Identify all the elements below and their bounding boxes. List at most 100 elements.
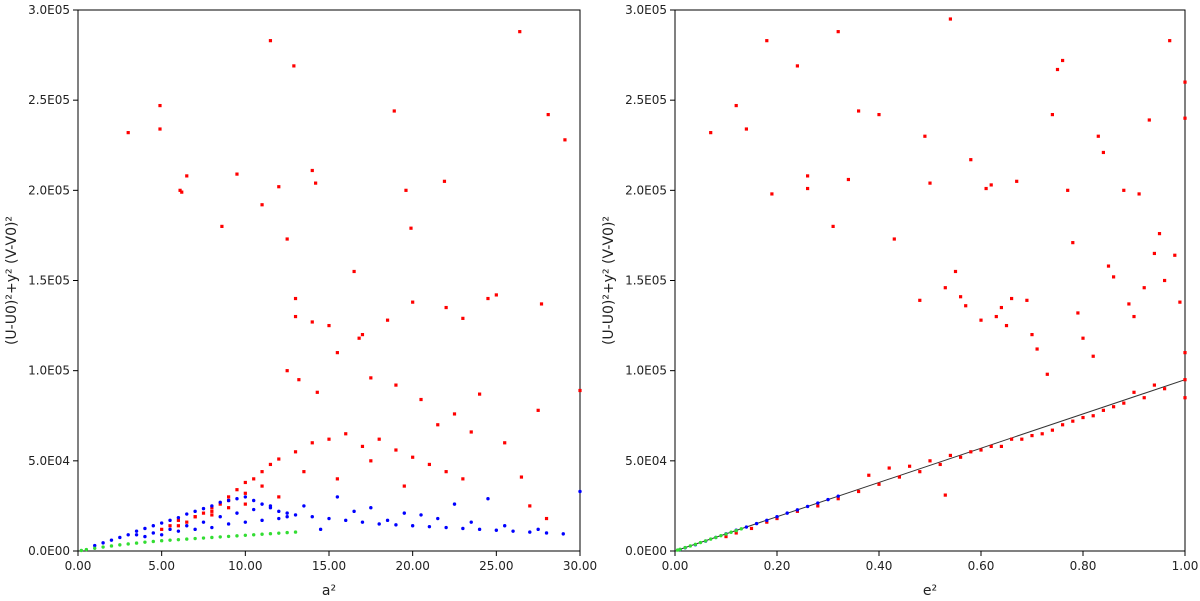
- data-point: [314, 181, 318, 185]
- x-tick-label: 0.40: [866, 559, 893, 573]
- data-point: [377, 437, 381, 441]
- data-point: [928, 459, 932, 463]
- data-point: [134, 541, 139, 545]
- data-point: [176, 537, 181, 542]
- data-point: [923, 134, 927, 138]
- data-point: [765, 520, 769, 524]
- data-point: [327, 437, 331, 441]
- data-point: [1163, 387, 1167, 391]
- data-point: [1152, 251, 1156, 256]
- y-tick-label: 2.0E05: [625, 183, 667, 197]
- data-point: [1112, 275, 1116, 279]
- data-point: [210, 513, 214, 517]
- x-tick-label: 25.00: [479, 559, 513, 573]
- data-point: [1173, 253, 1177, 257]
- y-tick-label: 1.0E05: [28, 364, 70, 378]
- data-point: [918, 470, 922, 474]
- data-point: [402, 484, 406, 488]
- data-point: [252, 498, 256, 503]
- data-point: [494, 528, 499, 532]
- data-point: [452, 412, 457, 416]
- data-point: [126, 533, 130, 537]
- data-point: [318, 527, 323, 532]
- data-point: [210, 509, 214, 513]
- data-point: [118, 543, 122, 547]
- data-point: [948, 17, 952, 21]
- data-point: [943, 493, 947, 497]
- data-point: [734, 103, 738, 108]
- data-point: [561, 532, 565, 536]
- data-point: [143, 526, 147, 531]
- data-point: [227, 495, 231, 499]
- data-point: [918, 298, 922, 302]
- data-point: [1004, 323, 1009, 328]
- data-point: [268, 39, 273, 43]
- data-point: [536, 527, 540, 532]
- data-point: [226, 534, 231, 539]
- y-tick-label: 3.0E05: [625, 3, 667, 17]
- data-point: [293, 513, 298, 517]
- data-point: [897, 475, 901, 479]
- x-tick-label: 0.80: [1070, 559, 1097, 573]
- data-point: [959, 295, 963, 299]
- data-point: [1061, 423, 1065, 427]
- x-tick-label: 0.00: [662, 559, 689, 573]
- data-point: [302, 504, 306, 508]
- data-point: [511, 529, 515, 533]
- data-point: [528, 504, 532, 508]
- data-point: [218, 500, 222, 505]
- data-point: [1050, 428, 1054, 432]
- data-point: [994, 314, 998, 319]
- data-point: [989, 444, 993, 449]
- data-point: [226, 522, 231, 526]
- data-point: [806, 186, 810, 191]
- data-point: [293, 296, 298, 301]
- data-point: [285, 369, 289, 373]
- data-point: [877, 112, 881, 117]
- data-point: [360, 520, 365, 524]
- data-point: [178, 188, 182, 192]
- series-1: [93, 489, 582, 548]
- data-point: [285, 530, 289, 535]
- data-point: [836, 494, 840, 498]
- data-point: [775, 516, 779, 521]
- data-point: [126, 131, 130, 135]
- data-point: [394, 448, 398, 452]
- data-point: [201, 536, 206, 540]
- data-point: [235, 488, 239, 492]
- data-point: [210, 504, 214, 508]
- data-point: [544, 516, 549, 521]
- data-point: [518, 30, 522, 34]
- data-point: [461, 477, 465, 481]
- data-point: [227, 506, 231, 510]
- data-point: [360, 333, 365, 337]
- data-point: [436, 516, 440, 521]
- data-point: [503, 524, 507, 528]
- data-point: [775, 515, 779, 519]
- data-point: [928, 181, 932, 185]
- data-point: [352, 269, 356, 274]
- data-point: [444, 525, 448, 530]
- data-point: [1147, 118, 1151, 122]
- data-point: [409, 226, 413, 230]
- x-tick-label: 0.20: [764, 559, 791, 573]
- data-point: [969, 450, 973, 454]
- data-point: [109, 544, 114, 548]
- data-point: [185, 174, 189, 178]
- data-point: [831, 224, 835, 228]
- data-point: [218, 515, 222, 519]
- data-point: [1137, 192, 1141, 196]
- data-point: [277, 185, 281, 189]
- data-point: [252, 477, 256, 481]
- data-point: [151, 524, 155, 528]
- data-point: [714, 535, 718, 540]
- data-point: [953, 269, 958, 274]
- x-tick-label: 20.00: [395, 559, 429, 573]
- data-point: [536, 408, 540, 412]
- x-tick-label: 30.00: [563, 559, 597, 573]
- data-point: [1010, 437, 1014, 441]
- data-point: [260, 532, 264, 536]
- data-point: [503, 441, 507, 445]
- data-point: [1081, 336, 1085, 340]
- data-point: [826, 497, 830, 502]
